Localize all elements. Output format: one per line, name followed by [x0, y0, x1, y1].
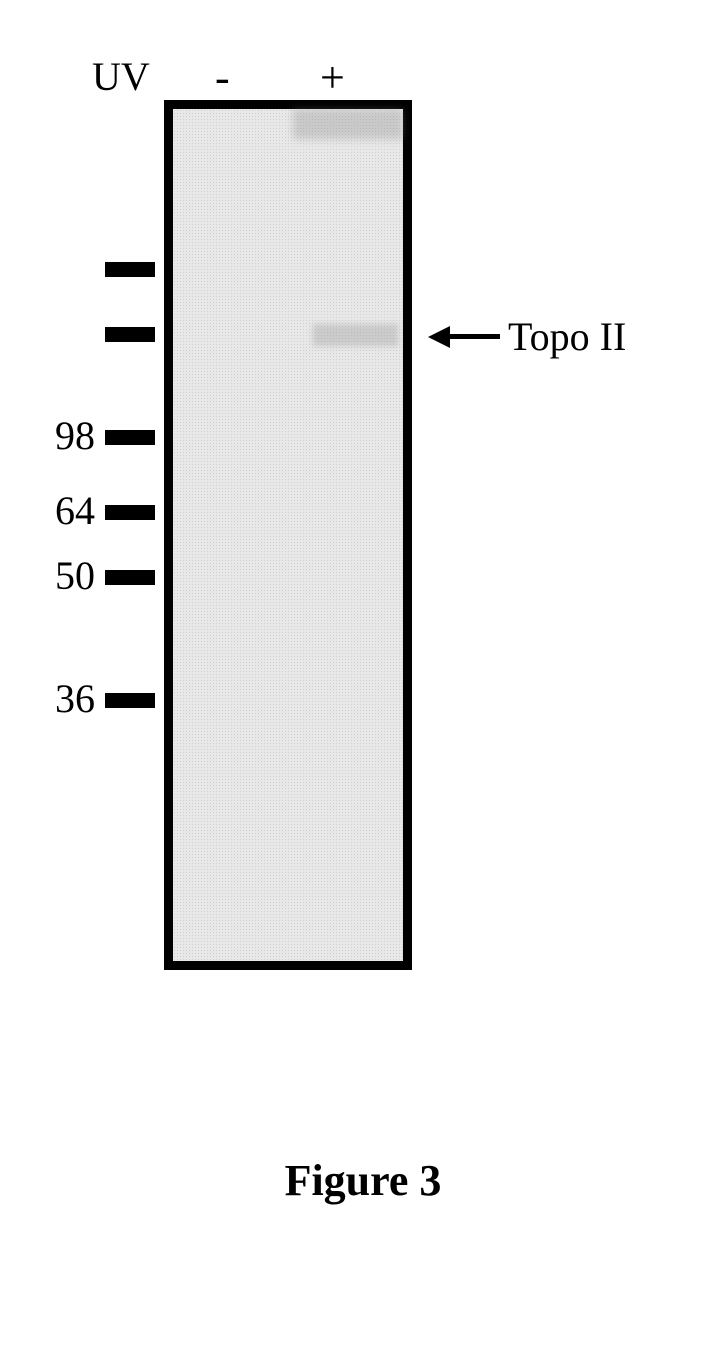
marker-label: 36	[45, 675, 95, 722]
topo-ii-band	[313, 324, 398, 346]
marker-tick	[105, 327, 155, 342]
lane-plus-label: +	[320, 52, 345, 103]
lane-minus-label: -	[215, 52, 230, 103]
marker-label: 50	[45, 552, 95, 599]
gel-top-smear	[293, 109, 403, 139]
marker-tick	[105, 430, 155, 445]
figure-caption: Figure 3	[0, 1155, 726, 1206]
marker-label: 98	[45, 412, 95, 459]
arrow-head-icon	[428, 326, 450, 348]
marker-label: 64	[45, 487, 95, 534]
uv-label: UV	[92, 53, 150, 100]
marker-tick	[105, 693, 155, 708]
arrow-line	[450, 334, 500, 339]
marker-tick	[105, 505, 155, 520]
topo-ii-label: Topo II	[508, 313, 626, 360]
topo-ii-arrow: Topo II	[428, 313, 626, 360]
marker-tick	[105, 570, 155, 585]
gel-image	[164, 100, 412, 970]
marker-tick	[105, 262, 155, 277]
